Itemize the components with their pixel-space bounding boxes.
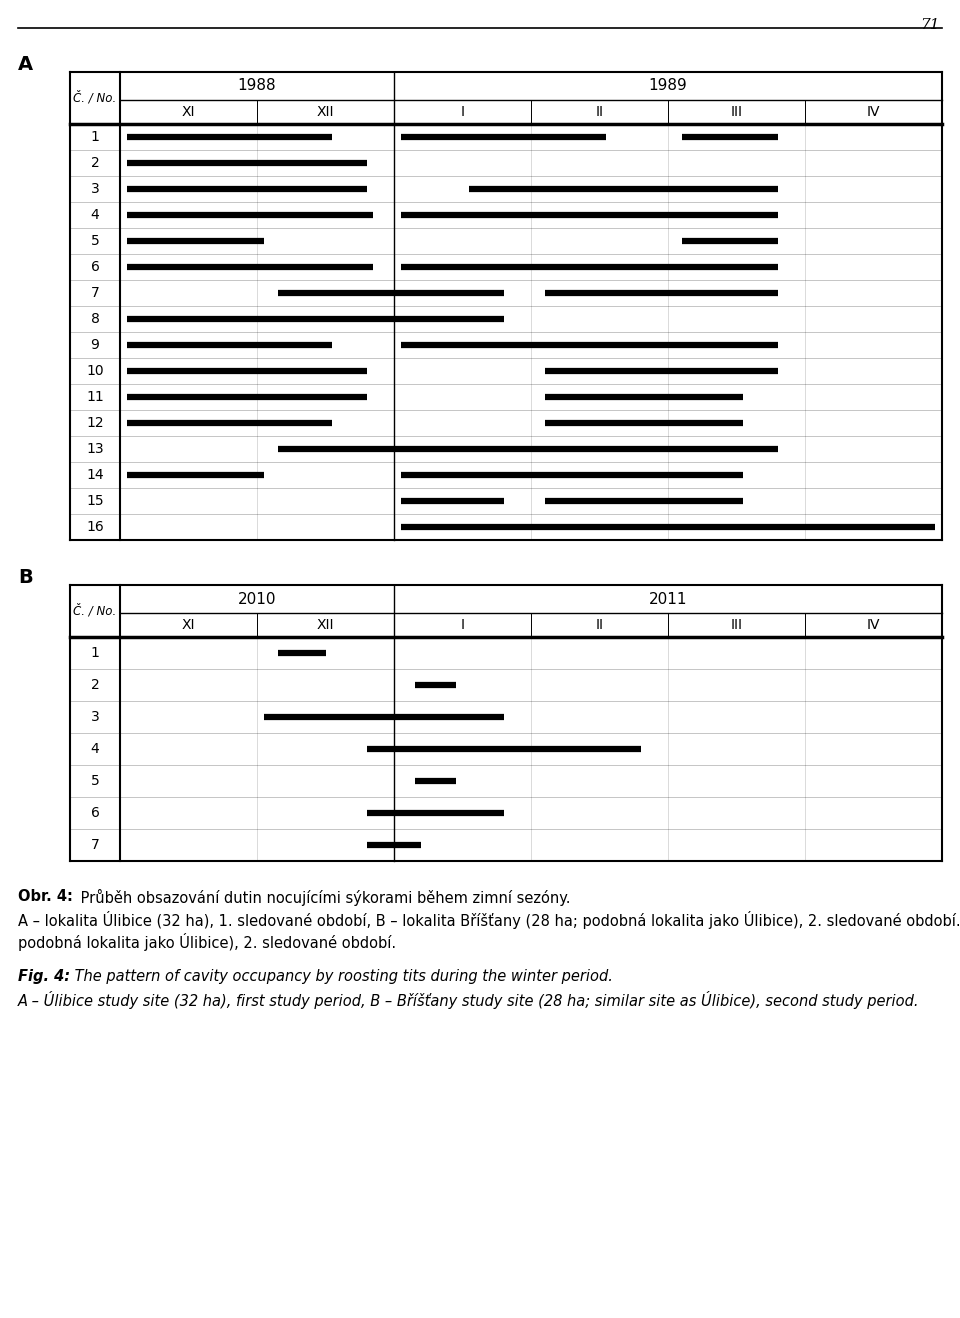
Text: Fig. 4:: Fig. 4:: [18, 969, 70, 985]
Text: 1989: 1989: [649, 79, 687, 94]
Text: 7: 7: [90, 286, 100, 301]
Text: Č. / No.: Č. / No.: [73, 604, 116, 618]
Text: I: I: [461, 618, 465, 633]
Text: A: A: [18, 55, 34, 74]
Text: 13: 13: [86, 442, 104, 456]
Text: 1988: 1988: [238, 79, 276, 94]
Text: 9: 9: [90, 337, 100, 352]
Text: 6: 6: [90, 807, 100, 820]
Text: 8: 8: [90, 312, 100, 326]
Text: 1: 1: [90, 646, 100, 660]
Text: IV: IV: [867, 618, 880, 633]
Text: 6: 6: [90, 260, 100, 274]
Text: The pattern of cavity occupancy by roosting tits during the winter period.: The pattern of cavity occupancy by roost…: [70, 969, 612, 985]
Text: 16: 16: [86, 521, 104, 534]
Text: A – lokalita Úlibice (32 ha), 1. sledované období, B – lokalita Bříšťany (28 ha;: A – lokalita Úlibice (32 ha), 1. sledova…: [18, 911, 960, 929]
Text: XI: XI: [181, 105, 195, 119]
Text: 71: 71: [921, 18, 940, 32]
Text: 12: 12: [86, 416, 104, 430]
Text: 2011: 2011: [649, 592, 687, 606]
Text: Obr. 4:: Obr. 4:: [18, 890, 73, 904]
Text: B: B: [18, 568, 33, 587]
Text: podobná lokalita jako Úlibice), 2. sledované období.: podobná lokalita jako Úlibice), 2. sledo…: [18, 933, 396, 952]
Text: III: III: [731, 105, 742, 119]
Text: I: I: [461, 105, 465, 119]
Text: 3: 3: [90, 182, 100, 196]
Text: XII: XII: [317, 105, 334, 119]
Text: II: II: [595, 105, 604, 119]
Text: III: III: [731, 618, 742, 633]
Text: 4: 4: [90, 742, 100, 757]
Text: 5: 5: [90, 235, 100, 248]
Text: Č. / No.: Č. / No.: [73, 91, 116, 104]
Text: II: II: [595, 618, 604, 633]
Text: 11: 11: [86, 390, 104, 405]
Text: 5: 5: [90, 774, 100, 788]
Text: 14: 14: [86, 468, 104, 482]
Text: 4: 4: [90, 208, 100, 221]
Text: XII: XII: [317, 618, 334, 633]
Text: Průběh obsazování dutin nocujícími sýkorami během zimní sezóny.: Průběh obsazování dutin nocujícími sýkor…: [76, 890, 570, 905]
Text: A – Úlibice study site (32 ha), first study period, B – Bříšťany study site (28 : A – Úlibice study site (32 ha), first st…: [18, 991, 920, 1010]
Text: IV: IV: [867, 105, 880, 119]
Text: 7: 7: [90, 838, 100, 851]
Text: 15: 15: [86, 494, 104, 507]
Text: 3: 3: [90, 710, 100, 724]
Text: 2: 2: [90, 156, 100, 170]
Text: 10: 10: [86, 364, 104, 378]
Text: XI: XI: [181, 618, 195, 633]
Text: 2: 2: [90, 677, 100, 692]
Text: 1: 1: [90, 130, 100, 144]
Text: 2010: 2010: [238, 592, 276, 606]
